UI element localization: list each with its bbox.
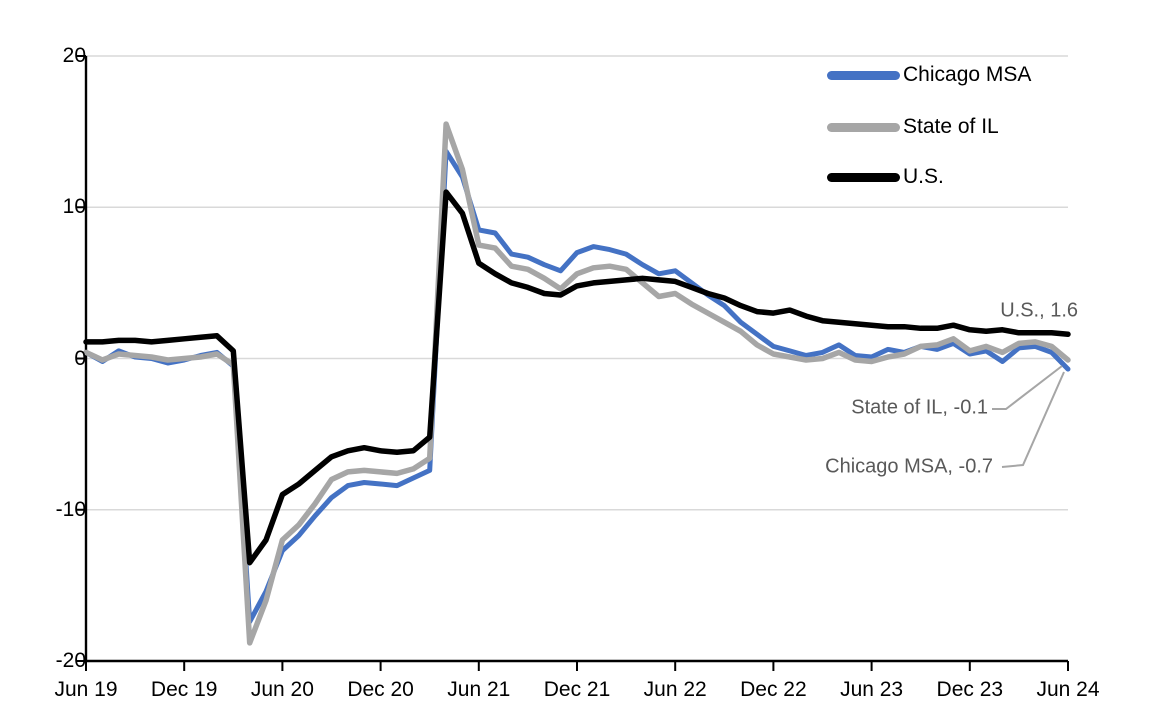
legend-item-chicago-msa: Chicago MSA — [827, 63, 1031, 87]
series-line-state-of-il — [83, 121, 1071, 646]
legend-label: Chicago MSA — [903, 63, 1032, 86]
gridlines — [86, 55, 1068, 511]
legend-swatch-state-of-il — [827, 122, 900, 132]
legend-item-us: U.S. — [827, 165, 944, 189]
y-tick-label: 0 — [74, 346, 86, 370]
annotation-us: U.S., 1.6 — [1000, 299, 1078, 322]
x-tick-label: Dec 23 — [936, 678, 1004, 701]
x-tick-label: Jun 22 — [643, 678, 707, 701]
x-tick-label: Jun 21 — [447, 678, 511, 701]
legend-swatch-us — [827, 172, 900, 182]
legend-swatch-chicago-msa — [827, 70, 900, 80]
y-tick-label: -20 — [55, 649, 86, 672]
series-lines — [83, 121, 1071, 646]
y-tick-label: 20 — [62, 44, 86, 67]
leader-line-state-of-il — [992, 365, 1063, 410]
legend-label: State of IL — [903, 115, 999, 138]
x-tick-label: Dec 20 — [347, 678, 414, 701]
legend-label: U.S. — [903, 165, 944, 188]
x-tick-label: Jun 24 — [1036, 678, 1100, 701]
y-tick-label: 10 — [62, 195, 86, 218]
y-tick-label: -10 — [55, 498, 86, 521]
axes — [77, 55, 1069, 671]
x-tick-label: Dec 22 — [740, 678, 807, 701]
annotation-state-of-il: State of IL, -0.1 — [851, 396, 988, 419]
leader-line-chicago-msa — [1001, 371, 1065, 468]
x-tick-label: Dec 19 — [150, 678, 218, 701]
series-line-u-s- — [83, 189, 1071, 566]
annotation-chicago-msa: Chicago MSA, -0.7 — [825, 455, 993, 478]
legend-item-state-of-il: State of IL — [827, 115, 999, 139]
annotation-leader-lines — [992, 365, 1065, 468]
x-tick-label: Jun 23 — [840, 678, 904, 701]
x-tick-label: Dec 21 — [543, 678, 611, 701]
x-tick-label: Jun 19 — [54, 678, 118, 701]
x-tick-label: Jun 20 — [250, 678, 314, 701]
